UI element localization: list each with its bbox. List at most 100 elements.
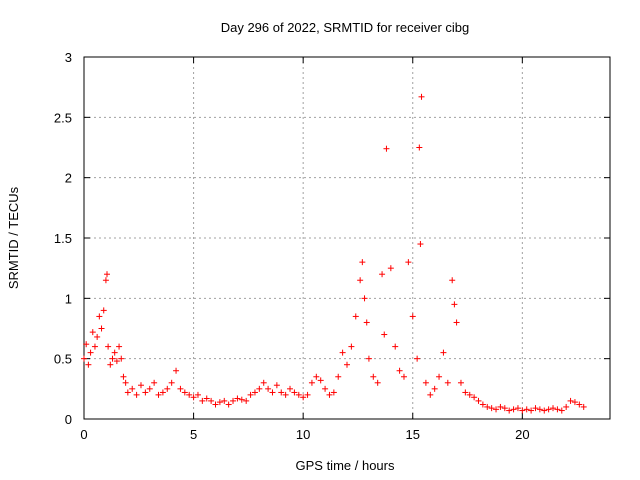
data-point [199,397,206,404]
data-point [91,343,98,350]
data-point [308,379,315,386]
data-point [105,343,112,350]
data-point [510,406,517,413]
data-point [151,379,158,386]
data-point [85,361,92,368]
data-point [493,406,500,413]
data-point [475,397,482,404]
data-point [440,349,447,356]
data-point [532,405,539,412]
data-point [247,391,254,398]
data-point [352,313,359,320]
y-axis-label: SRMTID / TECUs [6,186,21,289]
x-tick-label: 10 [296,427,310,442]
data-point [111,349,118,356]
data-point [194,391,201,398]
data-point [359,259,366,266]
data-point [116,343,123,350]
data-point [89,329,96,336]
data-point [102,277,109,284]
data-point [550,405,557,412]
data-point [379,271,386,278]
data-point [216,399,223,406]
data-point [497,403,504,410]
data-point [304,391,311,398]
data-point [181,389,188,396]
data-point [506,407,513,414]
data-point [109,355,116,362]
data-point [96,313,103,320]
data-point [554,406,561,413]
data-point [370,373,377,380]
data-point [514,405,521,412]
x-tick-label: 20 [515,427,529,442]
data-point [173,367,180,374]
y-tick-label: 2 [65,171,72,186]
data-point [190,394,197,401]
data-point [322,385,329,392]
data-point [427,391,434,398]
data-point [330,389,337,396]
data-point [422,379,429,386]
data-point [186,391,193,398]
data-point [203,395,210,402]
data-point [344,361,350,368]
data-point [501,405,508,412]
data-point [409,313,416,320]
data-point [313,373,320,380]
data-point [107,361,114,368]
data-point [536,406,543,413]
data-point [208,397,215,404]
data-point [212,401,219,408]
data-point [387,265,394,272]
grid-lines [84,57,610,419]
data-point [260,379,267,386]
data-points [81,93,587,414]
data-point [100,307,107,314]
data-point [230,397,237,404]
data-point [221,397,228,404]
data-point [563,403,570,410]
data-point [256,385,263,392]
data-point [265,385,272,392]
data-point [519,407,526,414]
data-point [545,406,552,413]
chart-title: Day 296 of 2022, SRMTID for receiver cib… [221,20,470,35]
data-point [471,394,478,401]
data-point [567,397,574,404]
data-point [168,379,175,386]
data-point [225,401,232,408]
data-point [164,385,171,392]
data-point [357,277,364,284]
data-point [269,389,276,396]
data-point [137,382,144,389]
data-point [146,385,153,392]
data-point [365,355,372,362]
data-point [326,391,333,398]
data-point [94,333,101,340]
data-point [580,403,587,410]
data-point [98,325,105,332]
y-tick-label: 3 [65,50,72,65]
data-point [444,379,451,386]
data-point [142,389,149,396]
y-tick-label: 1.5 [54,231,72,246]
data-point [129,385,136,392]
data-point [523,406,530,413]
data-point [558,407,565,414]
data-point [300,394,307,401]
data-point [113,358,120,365]
data-point [317,377,324,384]
data-point [541,407,548,414]
axis-ticks: 0 5 10 15 20 0 0.5 1 1.5 2 2.5 3 [54,50,610,442]
x-tick-label: 5 [190,427,197,442]
data-point [414,355,421,362]
x-axis-label: GPS time / hours [296,458,395,473]
data-point [383,145,390,152]
data-point [335,373,342,380]
data-point [449,277,456,284]
data-point [418,93,425,100]
x-tick-label: 15 [406,427,420,442]
